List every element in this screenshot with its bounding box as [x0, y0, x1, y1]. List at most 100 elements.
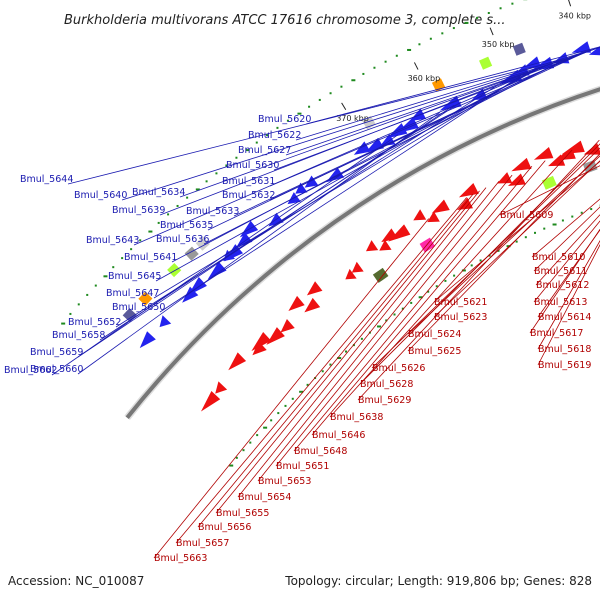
- inner-gene-label: Bmul_5655: [216, 508, 269, 519]
- inner-label-leader: [359, 143, 600, 385]
- gc-dot: [225, 164, 228, 167]
- gc-dot: [444, 279, 447, 282]
- outer-label-leader: [273, 48, 596, 171]
- gc-dot: [561, 219, 564, 222]
- gc-dot: [77, 303, 80, 306]
- inner-label-leader: [237, 187, 487, 498]
- gc-dot: [543, 227, 546, 230]
- outer-gene-label: Bmul_5645: [108, 271, 161, 282]
- gc-dot: [488, 254, 491, 257]
- inner-label-leader: [293, 166, 533, 452]
- outer-gene-label: Bmul_5647: [106, 288, 159, 299]
- gc-dot: [306, 383, 309, 386]
- outer-gene-label: Bmul_5630: [226, 160, 279, 171]
- gc-dot: [235, 156, 238, 159]
- gc-dot: [395, 54, 398, 57]
- gc-dot: [590, 208, 593, 211]
- outer-label-leader: [51, 134, 399, 376]
- gc-dot: [255, 141, 258, 144]
- inner-label-leader: [153, 218, 430, 559]
- forward-cds: [353, 141, 371, 155]
- gc-content-track: [61, 0, 600, 467]
- gc-dot: [299, 390, 304, 393]
- forward-cds: [236, 232, 253, 248]
- inner-label-leader: [407, 153, 600, 352]
- inner-label-leader: [533, 206, 600, 272]
- reverse-cds: [280, 318, 295, 333]
- gc-dot: [580, 211, 583, 214]
- map-title: Burkholderia multivorans ATCC 17616 chro…: [64, 13, 506, 28]
- forward-cds: [207, 261, 227, 280]
- misc-feature: [582, 159, 598, 174]
- gc-dot: [291, 397, 294, 400]
- reverse-cds: [306, 281, 323, 296]
- reverse-cds: [413, 209, 427, 221]
- inner-label-leader: [329, 149, 573, 418]
- reverse-cds: [304, 297, 321, 313]
- inner-label-leader: [529, 228, 600, 334]
- inner-label-leader: [499, 165, 600, 216]
- forward-cds: [304, 175, 319, 188]
- inner-gene-label: Bmul_5613: [534, 297, 587, 308]
- gc-dot: [329, 363, 332, 366]
- inner-label-leader: [433, 160, 600, 318]
- gc-dot: [470, 264, 473, 267]
- inner-label-leader: [533, 220, 600, 303]
- inner-label-leader: [537, 229, 600, 318]
- inner-label-leader: [257, 181, 500, 482]
- gc-dot: [308, 105, 311, 108]
- gc-dot: [69, 312, 72, 315]
- reverse-cds: [345, 268, 357, 280]
- inner-gene-label: Bmul_5612: [536, 280, 589, 291]
- outer-gene-label: Bmul_5644: [20, 174, 73, 185]
- gc-dot: [139, 239, 142, 242]
- inner-gene-label: Bmul_5654: [238, 492, 291, 503]
- inner-label-leader: [537, 240, 600, 350]
- gc-dot: [329, 92, 332, 95]
- inner-gene-label: Bmul_5619: [538, 360, 591, 371]
- reverse-cds: [427, 211, 440, 223]
- gc-dot: [242, 449, 245, 452]
- gc-dot: [511, 2, 514, 5]
- gc-dot: [121, 257, 124, 260]
- reverse-cds: [379, 239, 392, 251]
- gc-dot: [130, 248, 133, 251]
- outer-label-leader: [133, 65, 547, 246]
- outer-label-leader: [305, 46, 600, 125]
- gc-dot: [497, 249, 500, 252]
- forward-cds: [182, 286, 199, 303]
- gc-dot: [351, 79, 356, 82]
- outer-label-leader: [295, 46, 600, 141]
- reverse-cds: [228, 352, 247, 371]
- gc-dot: [103, 275, 108, 278]
- reverse-cds: [431, 199, 450, 214]
- forward-cds: [571, 41, 592, 53]
- inner-gene-labels: Bmul_5609 Bmul_5610 Bmul_5611 Bmul_5612 Bmul…: [153, 139, 600, 564]
- outer-gene-label: Bmul_5627: [238, 145, 291, 156]
- inner-gene-label: Bmul_5625: [408, 346, 461, 357]
- gc-dot: [410, 301, 413, 304]
- gc-dot: [407, 48, 412, 51]
- gc-dot: [148, 230, 153, 233]
- inner-label-leader: [197, 193, 474, 528]
- misc-feature: [362, 115, 376, 130]
- inner-gene-label: Bmul_5656: [198, 522, 251, 533]
- gc-dot: [277, 412, 280, 415]
- reverse-cds: [252, 341, 267, 356]
- gc-dot: [263, 426, 268, 429]
- outer-gene-label: Bmul_5622: [248, 130, 301, 141]
- outer-label-leader: [159, 74, 522, 313]
- reverse-cds: [288, 295, 305, 311]
- reverse-cds: [351, 261, 364, 273]
- outer-gene-label: Bmul_5620: [258, 114, 311, 125]
- outer-gene-labels: Bmul_5620 Bmul_5622 Bmul_5627 Bmul_5630 Bmul…: [4, 46, 600, 376]
- tick-mark: [413, 62, 419, 70]
- inner-label-leader: [275, 174, 513, 467]
- gc-dot: [452, 27, 455, 30]
- reverse-cds: [497, 172, 513, 184]
- inner-gene-label: Bmul_5623: [434, 312, 487, 323]
- outer-gene-label: Bmul_5659: [30, 347, 83, 358]
- gc-dot: [235, 456, 238, 459]
- inner-label-leader: [537, 244, 600, 366]
- inner-label-leader: [535, 214, 600, 286]
